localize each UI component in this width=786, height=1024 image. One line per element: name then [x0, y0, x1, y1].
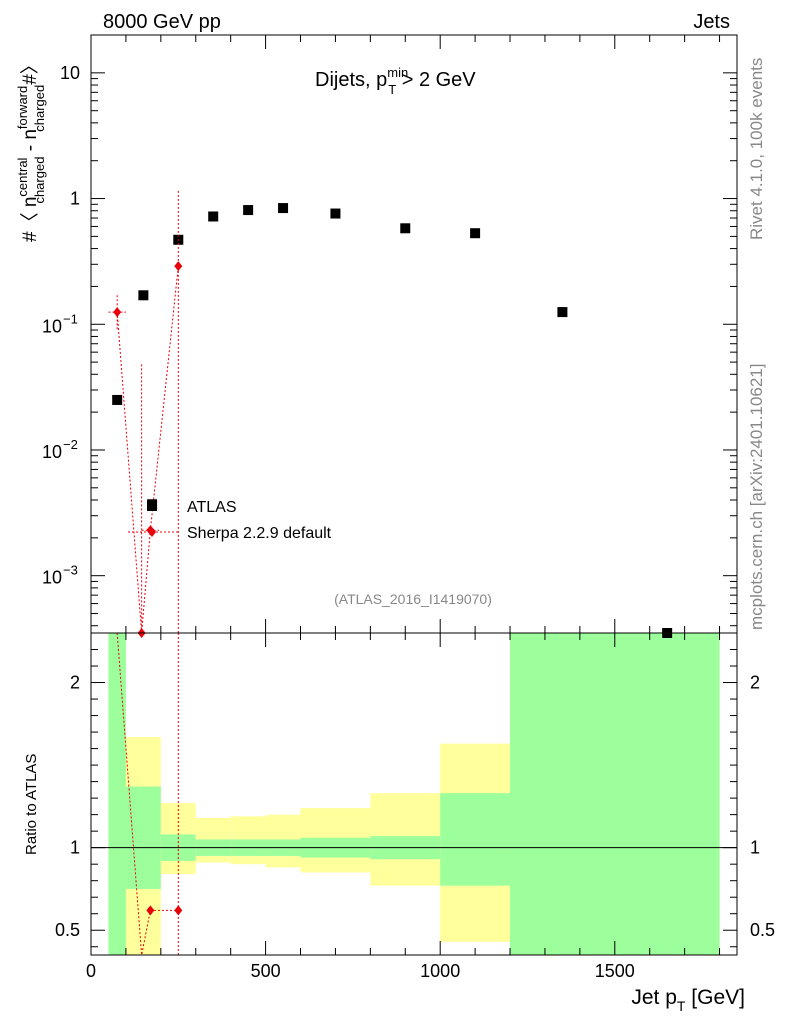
sherpa-point [113, 307, 122, 318]
atlas-point [208, 211, 219, 222]
atlas-point [112, 394, 123, 405]
y-axis-label-top: #〈 ncentral charged - nforward charged#〉 [15, 55, 47, 242]
sherpa-ratio-line [116, 632, 179, 956]
x-tick-label: 0 [86, 961, 96, 981]
sherpa-ratio-point [146, 905, 155, 916]
axis-ticks [90, 34, 737, 955]
y-tick-label-top: 10 [42, 442, 62, 462]
y-tick-label-top: 1 [70, 189, 80, 209]
plot-frames [90, 34, 738, 956]
x-tick-label: 1000 [420, 961, 460, 981]
y-tick-label-ratio-right: 1 [750, 838, 760, 858]
y-tick-label-top-exponent: −1 [63, 311, 78, 326]
atlas-point [138, 290, 149, 301]
atlas-point [557, 307, 568, 318]
data-marks [108, 190, 673, 956]
plot-title: Dijets, pmin T > 2 GeV [315, 65, 476, 97]
y-tick-label-top: 10 [42, 316, 62, 336]
header-collision-label: 8000 GeV pp [103, 11, 221, 33]
y-tick-label-top: 10 [42, 568, 62, 588]
header-process-label: Jets [693, 11, 730, 33]
atlas-point [330, 208, 341, 219]
legend-atlas-marker [147, 501, 157, 511]
ratio-panel-frame [90, 632, 738, 956]
y-axis-label-ratio: Ratio to ATLAS [23, 754, 40, 855]
ratio-band-green-8 [440, 793, 511, 886]
y-tick-label-ratio-right: 2 [750, 673, 760, 693]
ratio-band-green-9 [510, 633, 720, 955]
sherpa-ratio-point [174, 905, 183, 916]
y-tick-label-top: 10 [60, 63, 80, 83]
atlas-point [278, 203, 289, 214]
legend-sherpa-marker [148, 527, 156, 537]
mcplots-label: mcplots.cern.ch [arXiv:2401.10621] [747, 364, 766, 630]
y-tick-label-ratio-left: 0.5 [55, 920, 80, 940]
x-tick-label: 1500 [595, 961, 635, 981]
y-tick-label-top-exponent: −2 [63, 437, 78, 452]
ratio-uncertainty-bands [91, 633, 737, 955]
sherpa-point [174, 261, 183, 272]
y-tick-label-ratio-left: 2 [70, 673, 80, 693]
analysis-tag: (ATLAS_2016_I1419070) [334, 591, 492, 607]
y-tick-label-top-exponent: −3 [63, 563, 78, 578]
y-tick-label-ratio-left: 1 [70, 838, 80, 858]
atlas-point [400, 223, 411, 234]
legend: ATLAS Sherpa 2.2.9 default [128, 499, 332, 542]
atlas-point [243, 205, 254, 216]
rivet-version-label: Rivet 4.1.0, 100k events [747, 58, 766, 240]
x-axis-label: Jet pT [GeV] [631, 986, 745, 1014]
legend-sherpa-label: Sherpa 2.2.9 default [187, 525, 332, 542]
x-tick-label: 500 [251, 961, 281, 981]
ratio-band-green-1 [125, 786, 161, 889]
legend-atlas-label: ATLAS [187, 499, 237, 516]
atlas-point [470, 228, 481, 239]
sherpa-line [116, 266, 179, 634]
ratio-band-green-0 [108, 633, 126, 955]
y-tick-label-ratio-right: 0.5 [750, 920, 775, 940]
top-panel-frame [90, 34, 738, 634]
